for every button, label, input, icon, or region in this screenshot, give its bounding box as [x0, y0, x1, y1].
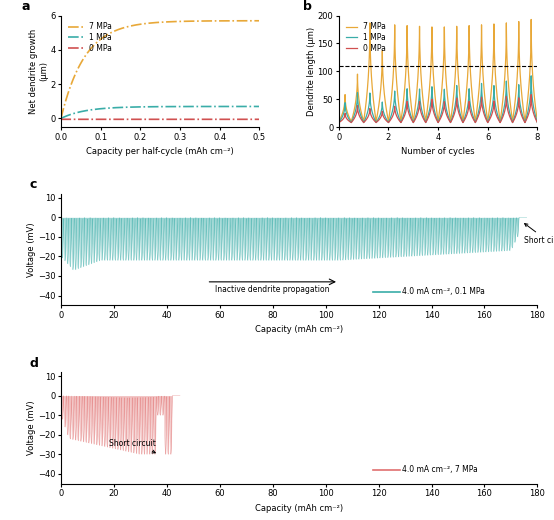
Text: Inactive dendrite propagation: Inactive dendrite propagation	[216, 285, 330, 294]
Text: b: b	[303, 0, 312, 13]
X-axis label: Capacity (mAh cm⁻²): Capacity (mAh cm⁻²)	[255, 504, 343, 513]
Text: Short circuit: Short circuit	[524, 224, 554, 245]
Legend: 7 MPa, 1 MPa, 0 MPa: 7 MPa, 1 MPa, 0 MPa	[343, 19, 389, 56]
Text: 4.0 mA cm⁻², 7 MPa: 4.0 mA cm⁻², 7 MPa	[402, 465, 478, 474]
Text: a: a	[21, 0, 30, 13]
X-axis label: Capacity (mAh cm⁻²): Capacity (mAh cm⁻²)	[255, 326, 343, 334]
Y-axis label: Dendrite length (μm): Dendrite length (μm)	[307, 27, 316, 116]
Text: Short circuit: Short circuit	[109, 439, 156, 453]
X-axis label: Number of cycles: Number of cycles	[401, 147, 475, 156]
Text: d: d	[30, 357, 39, 370]
X-axis label: Capacity per half-cycle (mAh cm⁻²): Capacity per half-cycle (mAh cm⁻²)	[86, 147, 234, 156]
Y-axis label: Voltage (mV): Voltage (mV)	[27, 400, 37, 455]
Text: c: c	[30, 178, 37, 191]
Text: 4.0 mA cm⁻², 0.1 MPa: 4.0 mA cm⁻², 0.1 MPa	[402, 287, 485, 296]
Legend: 7 MPa, 1 MPa, 0 MPa: 7 MPa, 1 MPa, 0 MPa	[65, 19, 115, 56]
Y-axis label: Net dendrite growth
(μm): Net dendrite growth (μm)	[29, 29, 49, 114]
Y-axis label: Voltage (mV): Voltage (mV)	[27, 222, 37, 277]
